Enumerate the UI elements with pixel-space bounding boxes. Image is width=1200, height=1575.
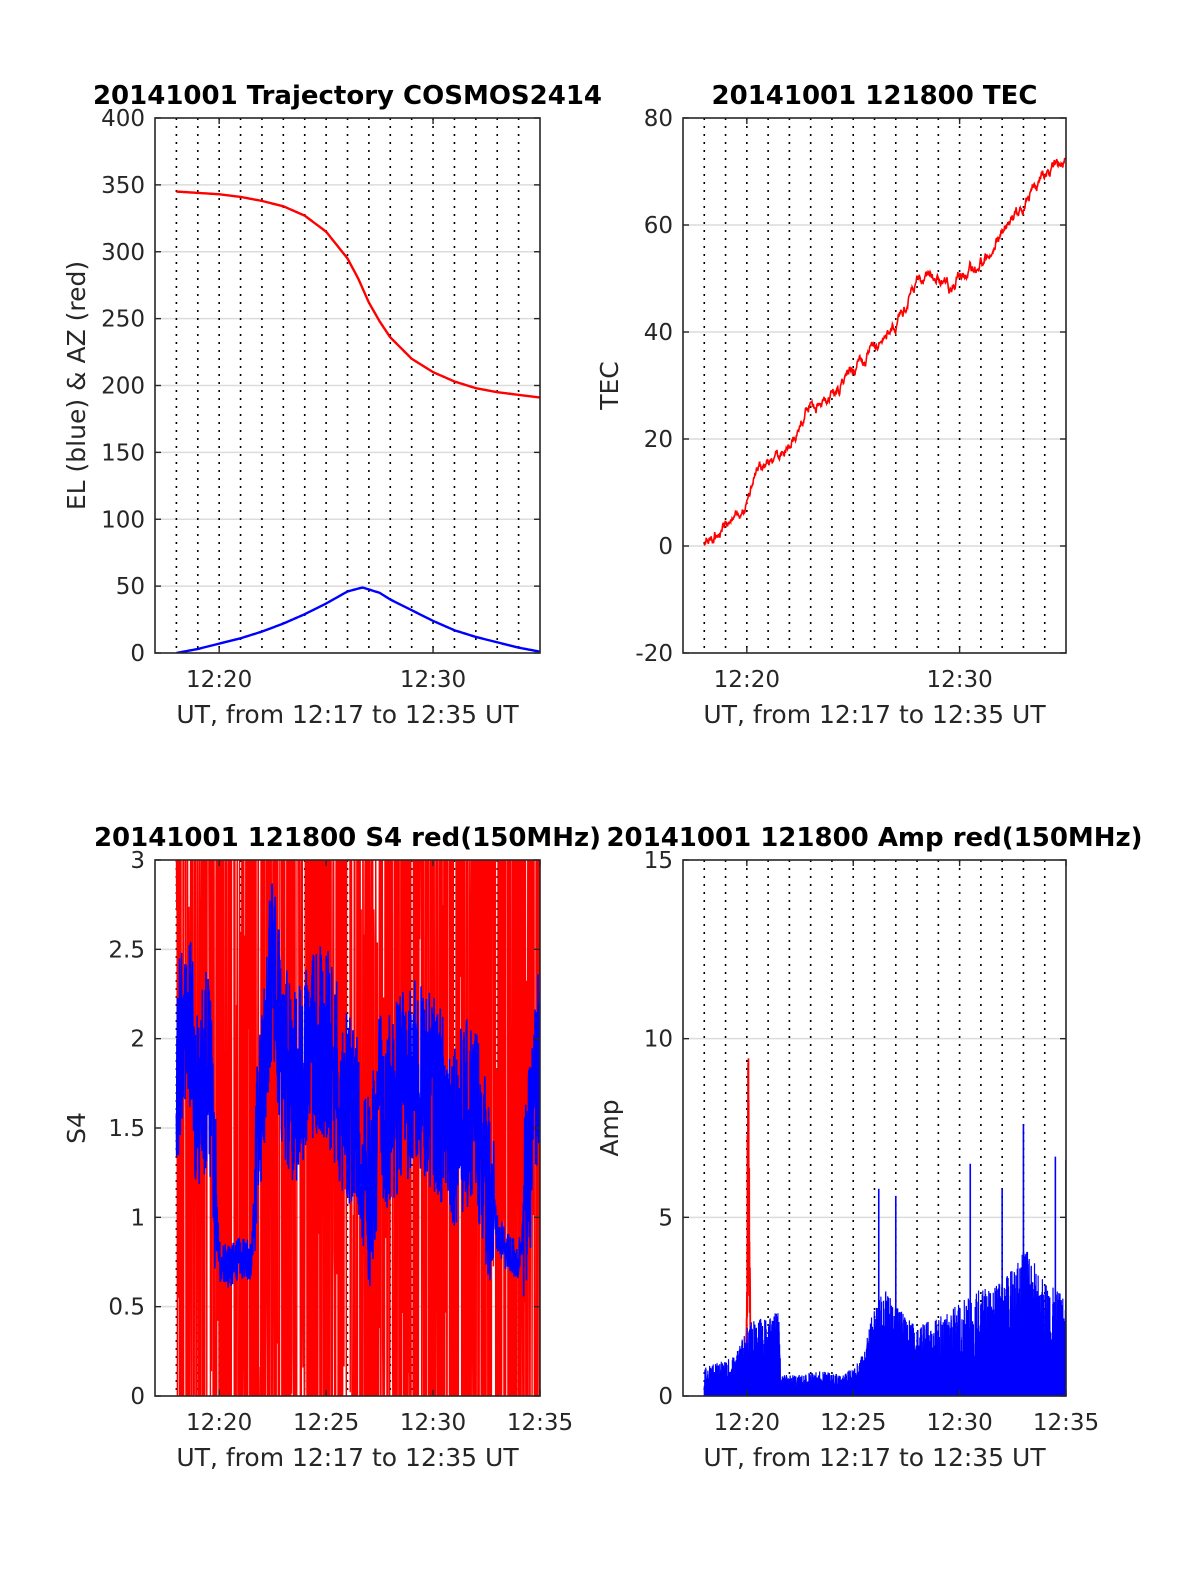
x-tick-label: 12:20 bbox=[186, 667, 252, 693]
y-tick-label: 150 bbox=[101, 440, 145, 466]
plot-area bbox=[703, 157, 1066, 546]
x-tick-label: 12:20 bbox=[714, 667, 780, 693]
x-axis-label: UT, from 12:17 to 12:35 UT bbox=[703, 700, 1046, 729]
amp-panel: 20141001 121800 Amp red(150MHz) UT, from… bbox=[595, 823, 1143, 1472]
series-line bbox=[175, 860, 540, 1396]
y-tick-label: 2 bbox=[130, 1027, 145, 1053]
series-line bbox=[703, 1251, 1066, 1396]
x-tick-label: 12:30 bbox=[400, 1410, 466, 1436]
y-tick-label: 0 bbox=[658, 534, 673, 560]
y-tick-label: 250 bbox=[101, 307, 145, 333]
y-tick-label: 400 bbox=[101, 106, 145, 132]
chart-title: 20141001 121800 S4 red(150MHz) bbox=[94, 823, 601, 853]
x-axis-label: UT, from 12:17 to 12:35 UT bbox=[703, 1443, 1046, 1472]
y-tick-label: -20 bbox=[635, 641, 673, 667]
series-line bbox=[703, 157, 1066, 546]
x-tick-label: 12:25 bbox=[820, 1410, 886, 1436]
x-tick-label: 12:25 bbox=[293, 1410, 359, 1436]
y-tick-label: 3 bbox=[130, 848, 145, 874]
y-tick-label: 2.5 bbox=[108, 937, 145, 963]
x-tick-label: 12:20 bbox=[714, 1410, 780, 1436]
x-tick-label: 12:35 bbox=[1033, 1410, 1099, 1436]
axes-box bbox=[682, 117, 1067, 654]
x-tick-label: 12:30 bbox=[926, 1410, 992, 1436]
trajectory-panel: 20141001 Trajectory COSMOS2414 UT, from … bbox=[62, 81, 602, 729]
y-tick-label: 0 bbox=[130, 641, 145, 667]
y-tick-label: 0 bbox=[658, 1384, 673, 1410]
y-tick-label: 20 bbox=[644, 427, 673, 453]
y-tick-label: 0.5 bbox=[108, 1295, 145, 1321]
grid bbox=[683, 860, 1066, 1396]
grid bbox=[155, 118, 540, 653]
series-line bbox=[176, 190, 540, 399]
y-tick-label: 0 bbox=[130, 1384, 145, 1410]
y-tick-label: 300 bbox=[101, 240, 145, 266]
x-tick-label: 12:35 bbox=[507, 1410, 573, 1436]
y-tick-label: 200 bbox=[101, 374, 145, 400]
x-axis-label: UT, from 12:17 to 12:35 UT bbox=[176, 1443, 519, 1472]
y-tick-label: 1.5 bbox=[108, 1116, 145, 1142]
series-line bbox=[176, 586, 540, 653]
y-tick-label: 40 bbox=[644, 320, 673, 346]
plot-area bbox=[703, 1058, 1066, 1396]
y-tick-label: 80 bbox=[644, 106, 673, 132]
y-axis-label: Amp bbox=[595, 1099, 624, 1156]
tec-panel: 20141001 121800 TEC UT, from 12:17 to 12… bbox=[595, 81, 1067, 729]
y-tick-label: 350 bbox=[101, 173, 145, 199]
plot-area bbox=[175, 860, 540, 1396]
chart-title: 20141001 121800 Amp red(150MHz) bbox=[606, 823, 1142, 853]
chart-title: 20141001 121800 TEC bbox=[712, 81, 1038, 111]
y-axis-label: EL (blue) & AZ (red) bbox=[62, 261, 91, 510]
y-tick-label: 100 bbox=[101, 507, 145, 533]
y-tick-label: 10 bbox=[644, 1027, 673, 1053]
s4-panel: 20141001 121800 S4 red(150MHz) UT, from … bbox=[62, 823, 601, 1472]
y-tick-label: 50 bbox=[116, 574, 145, 600]
y-axis-label: TEC bbox=[595, 361, 624, 411]
y-tick-label: 1 bbox=[130, 1205, 145, 1231]
x-tick-label: 12:30 bbox=[400, 667, 466, 693]
y-tick-label: 15 bbox=[644, 848, 673, 874]
x-tick-label: 12:30 bbox=[926, 667, 992, 693]
series-line bbox=[175, 883, 540, 1297]
axes-box bbox=[682, 859, 1067, 1397]
chart-title: 20141001 Trajectory COSMOS2414 bbox=[93, 81, 602, 111]
grid bbox=[683, 118, 1066, 653]
y-tick-label: 60 bbox=[644, 213, 673, 239]
y-tick-label: 5 bbox=[658, 1205, 673, 1231]
x-tick-label: 12:20 bbox=[186, 1410, 252, 1436]
x-axis-label: UT, from 12:17 to 12:35 UT bbox=[176, 700, 519, 729]
y-axis-label: S4 bbox=[62, 1112, 91, 1144]
plot-area bbox=[176, 190, 540, 653]
